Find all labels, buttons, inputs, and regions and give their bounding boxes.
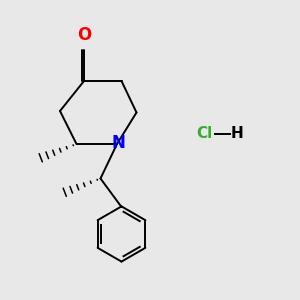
Text: O: O: [77, 26, 91, 44]
Text: Cl: Cl: [196, 126, 212, 141]
Text: N: N: [112, 134, 125, 152]
Text: H: H: [231, 126, 243, 141]
